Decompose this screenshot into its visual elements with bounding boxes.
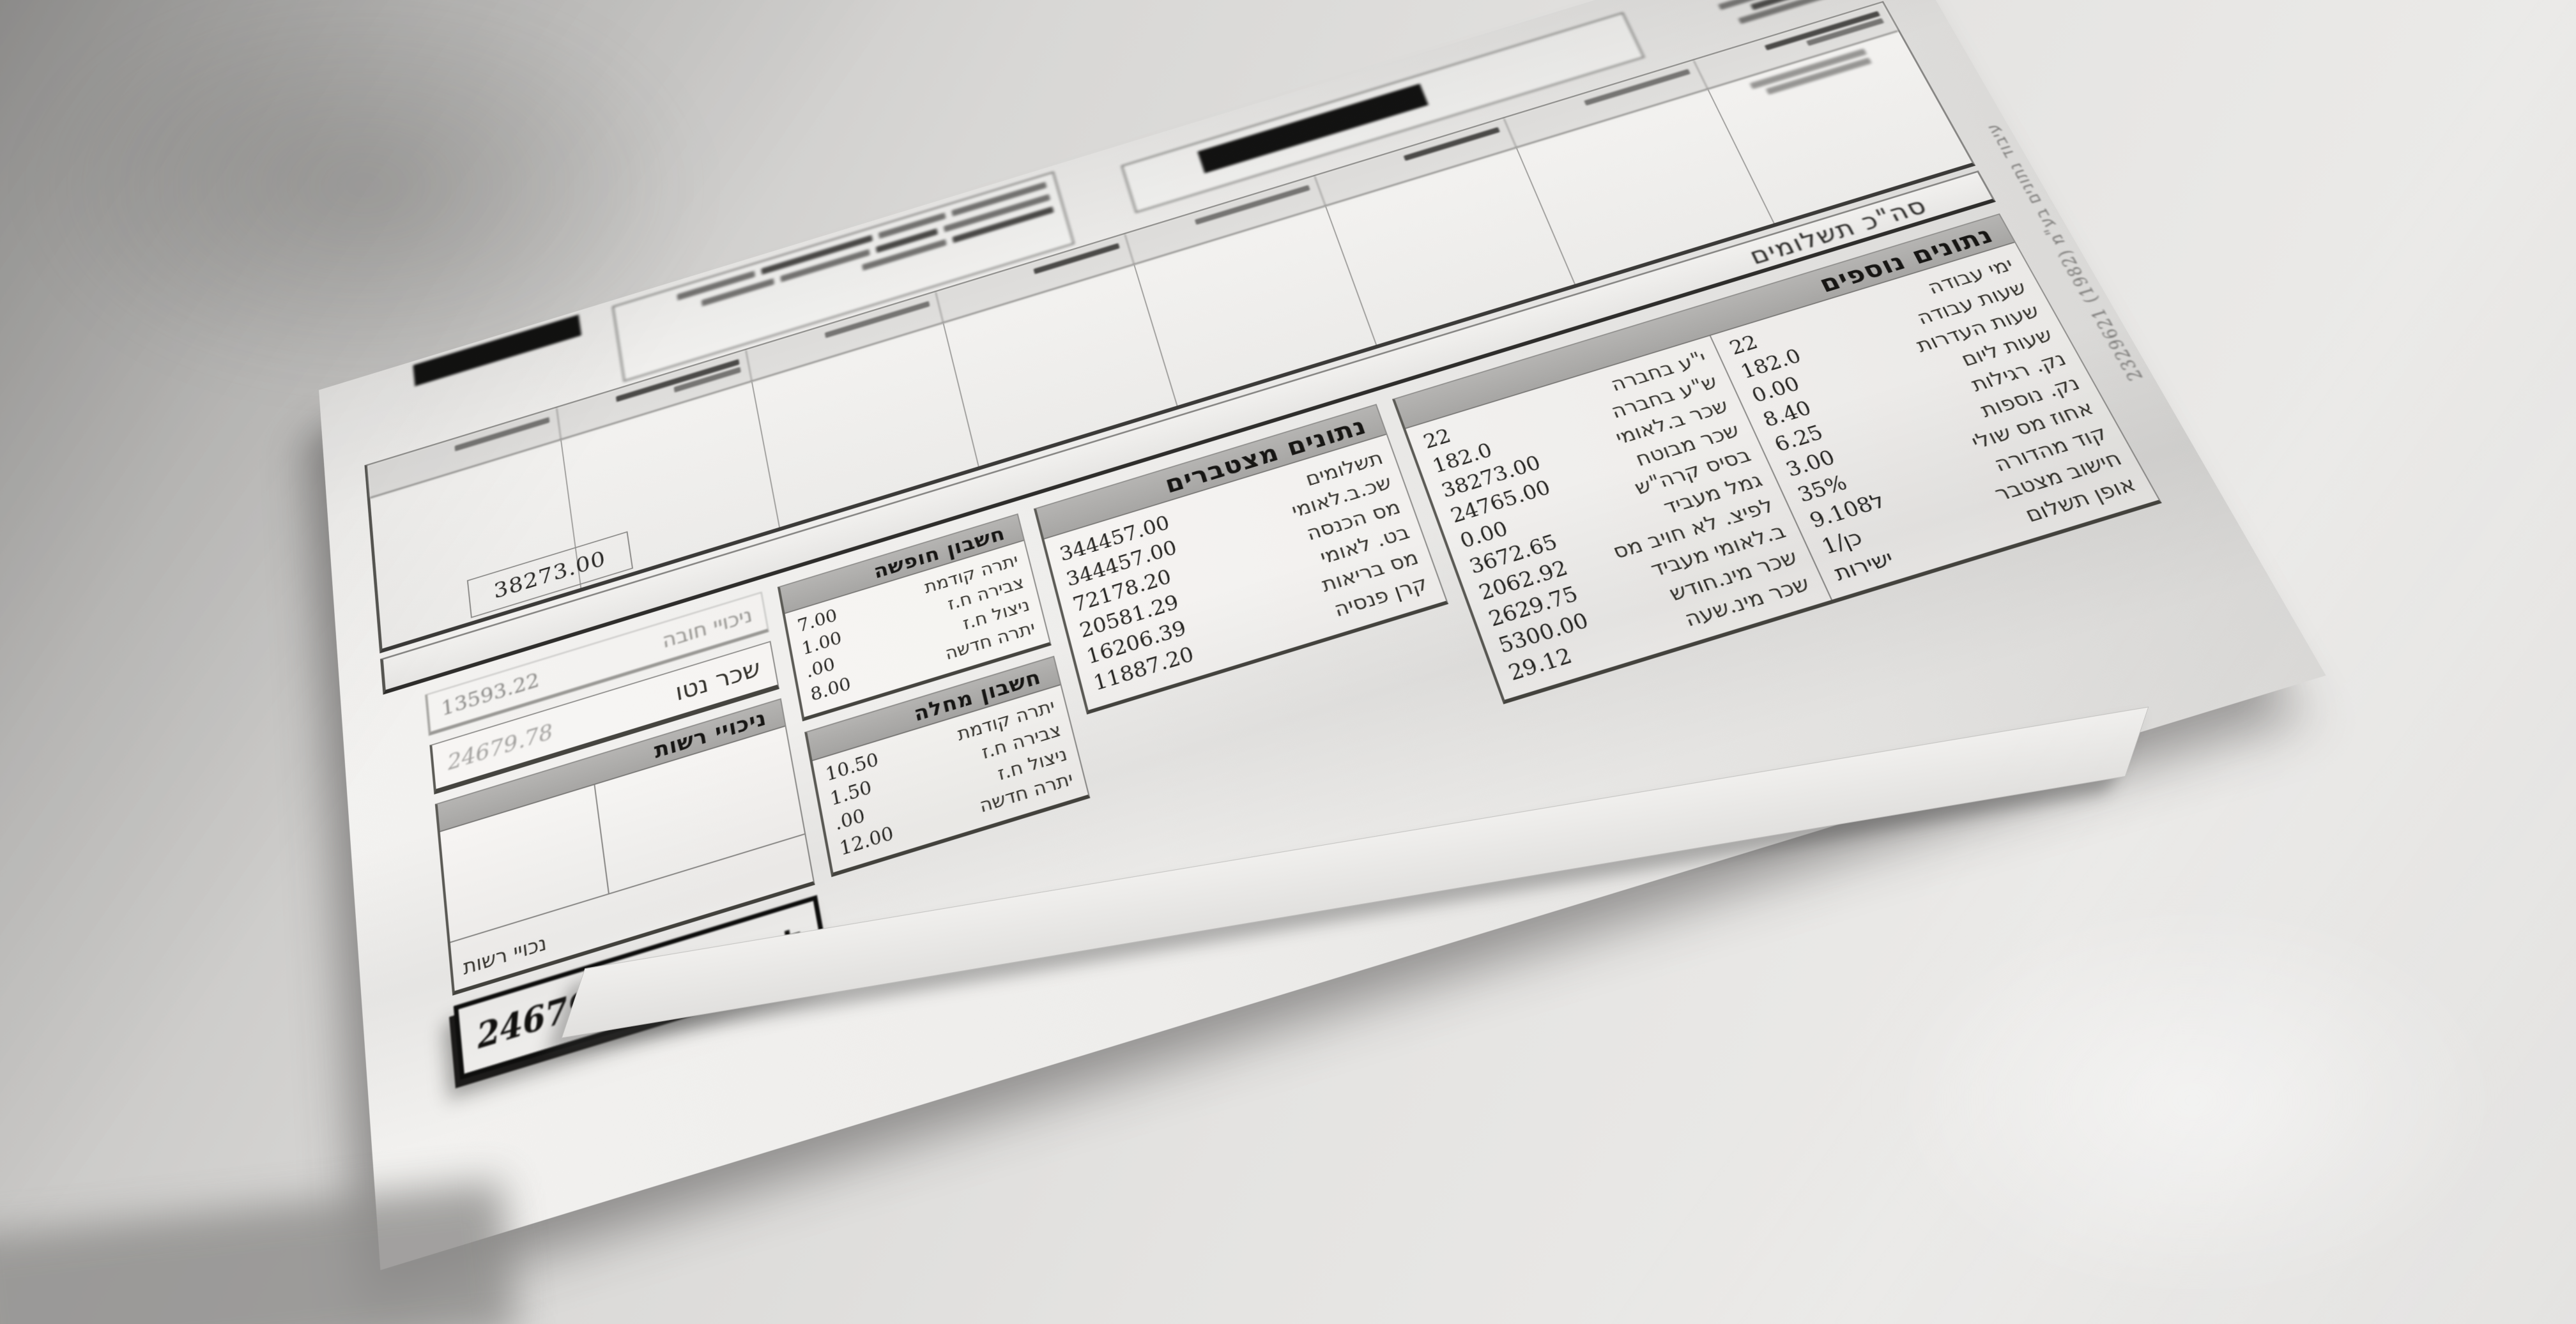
redacted-line [701,278,774,307]
desk-highlight-bottom-right [1745,813,2576,1324]
photo-scene: 38273.00 סה"כ תשלומים נתונים נוספים ימי … [0,0,2576,1324]
column-divider [594,785,610,895]
mandatory-deductions-label: ניכויי חובה [661,604,754,653]
leave-accounts-column: חשבון חופשה יתרה קודמת 7.00 צבירה ח.ז 1.00 נ… [778,514,1091,877]
net-salary-label: שכר נטו [673,655,762,707]
desk-edge-shadow [0,1181,518,1324]
optional-deductions-footer-label: נכויי רשות [462,931,548,980]
mandatory-deductions-value: 13593.22 [440,668,540,721]
net-salary-value: 24679.78 [447,719,555,775]
